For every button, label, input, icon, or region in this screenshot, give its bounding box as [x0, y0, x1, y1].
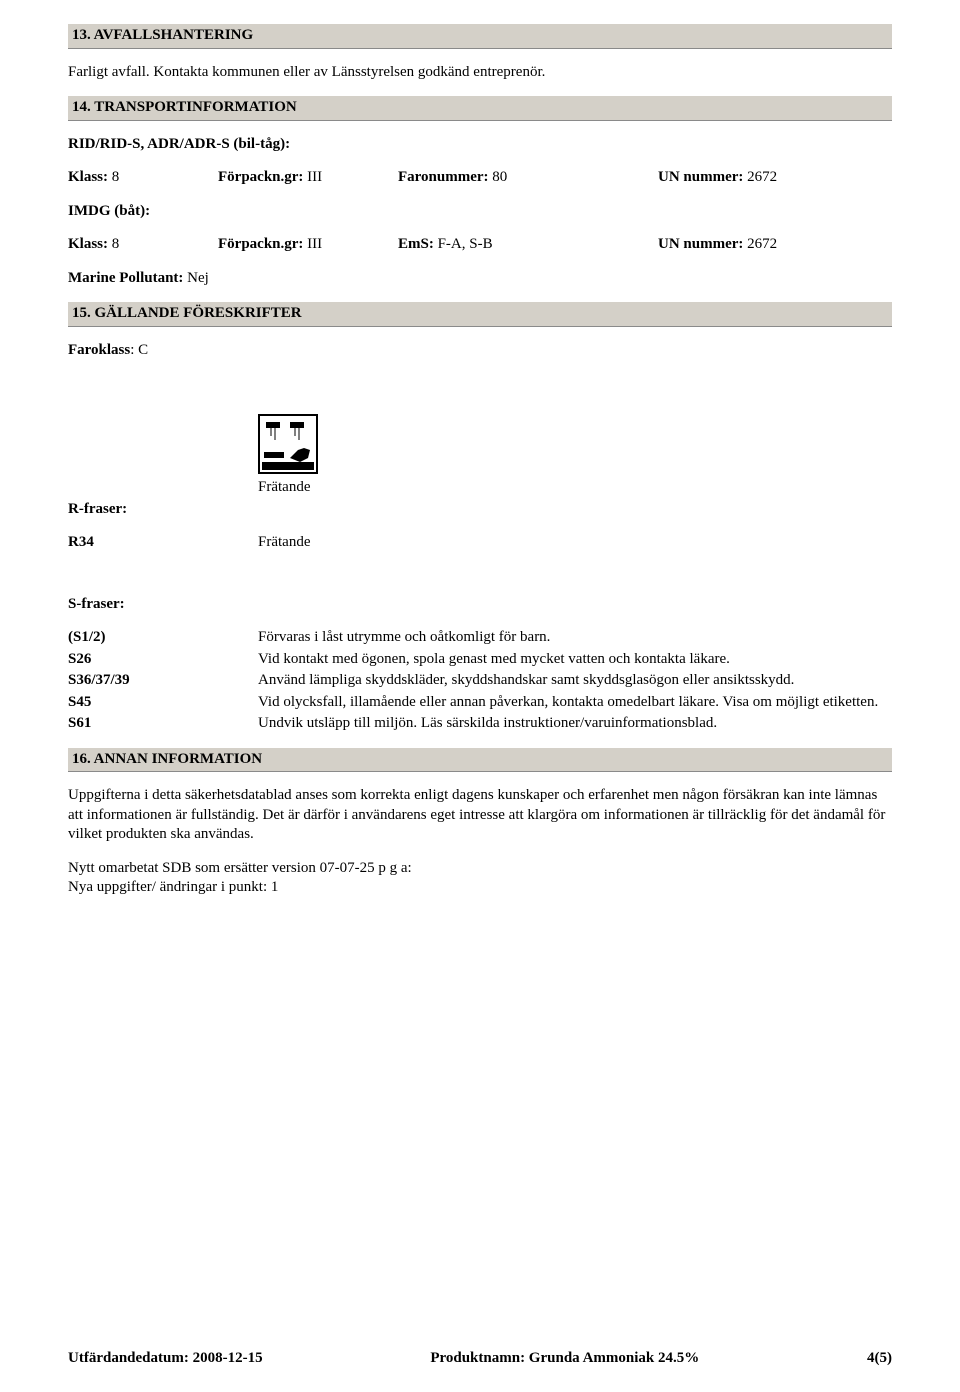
- imdg-row: Klass: 8 Förpackn.gr: III EmS: F-A, S-B …: [68, 235, 892, 255]
- r34-code: R34: [68, 533, 258, 553]
- faroklass-val: : C: [130, 342, 148, 358]
- fratande-label-1: Frätande: [258, 478, 892, 498]
- r-fraser-heading: R-fraser:: [68, 500, 892, 520]
- un-label-1: UN nummer:: [658, 169, 743, 185]
- faroklass-label: Faroklass: [68, 342, 130, 358]
- rid-row: Klass: 8 Förpackn.gr: III Faronummer: 80…: [68, 168, 892, 188]
- un-val-1: 2672: [747, 169, 777, 185]
- section-16-header: 16. ANNAN INFORMATION: [68, 748, 892, 773]
- marine-label: Marine Pollutant:: [68, 270, 183, 286]
- s-fraser-heading: S-fraser:: [68, 595, 892, 615]
- s16-para3: Nya uppgifter/ ändringar i punkt: 1: [68, 878, 892, 898]
- s36-row: S36/37/39 Använd lämpliga skyddskläder, …: [68, 671, 892, 691]
- ems-val: F-A, S-B: [438, 236, 493, 252]
- s1-2-row: (S1/2) Förvaras i låst utrymme och oåtko…: [68, 628, 892, 648]
- corrosive-icon: [258, 414, 318, 474]
- s26-row: S26 Vid kontakt med ögonen, spola genast…: [68, 650, 892, 670]
- faronummer-label: Faronummer:: [398, 169, 489, 185]
- imdg-heading: IMDG (båt):: [68, 202, 892, 222]
- un-val-2: 2672: [747, 236, 777, 252]
- s61-code: S61: [68, 714, 258, 734]
- r34-row: R34 Frätande: [68, 533, 892, 553]
- s26-code: S26: [68, 650, 258, 670]
- footer-page: 4(5): [867, 1349, 892, 1369]
- footer-product: Produktnamn: Grunda Ammoniak 24.5%: [430, 1349, 699, 1369]
- s1-2-text: Förvaras i låst utrymme och oåtkomligt f…: [258, 628, 892, 648]
- forpackn-label-2: Förpackn.gr:: [218, 236, 303, 252]
- s36-code: S36/37/39: [68, 671, 258, 691]
- section-13-header: 13. AVFALLSHANTERING: [68, 24, 892, 49]
- rid-heading: RID/RID-S, ADR/ADR-S (bil-tåg):: [68, 135, 892, 155]
- forpackn-val: III: [307, 169, 322, 185]
- klass-val: 8: [112, 169, 120, 185]
- s36-text: Använd lämpliga skyddskläder, skyddshand…: [258, 671, 892, 691]
- page-footer: Utfärdandedatum: 2008-12-15 Produktnamn:…: [68, 1349, 892, 1369]
- marine-pollutant: Marine Pollutant: Nej: [68, 269, 892, 289]
- s16-para1: Uppgifterna i detta säkerhetsdatablad an…: [68, 786, 892, 845]
- klass-val-2: 8: [112, 236, 120, 252]
- s26-text: Vid kontakt med ögonen, spola genast med…: [258, 650, 892, 670]
- section-14-header: 14. TRANSPORTINFORMATION: [68, 96, 892, 121]
- klass-label: Klass:: [68, 169, 108, 185]
- fratande-row: Frätande: [68, 478, 892, 498]
- section-13-text: Farligt avfall. Kontakta kommunen eller …: [68, 63, 892, 83]
- r34-text: Frätande: [258, 533, 892, 553]
- s45-text: Vid olycksfall, illamående eller annan p…: [258, 693, 892, 713]
- footer-date: Utfärdandedatum: 2008-12-15: [68, 1349, 263, 1369]
- forpackn-label: Förpackn.gr:: [218, 169, 303, 185]
- s45-code: S45: [68, 693, 258, 713]
- s61-text: Undvik utsläpp till miljön. Läs särskild…: [258, 714, 892, 734]
- klass-label-2: Klass:: [68, 236, 108, 252]
- marine-val: Nej: [187, 270, 209, 286]
- faronummer-val: 80: [492, 169, 507, 185]
- section-15-header: 15. GÄLLANDE FÖRESKRIFTER: [68, 302, 892, 327]
- ems-label: EmS:: [398, 236, 434, 252]
- un-label-2: UN nummer:: [658, 236, 743, 252]
- s16-para2: Nytt omarbetat SDB som ersätter version …: [68, 859, 892, 879]
- faroklass: Faroklass: C: [68, 341, 892, 361]
- forpackn-val-2: III: [307, 236, 322, 252]
- s1-2-code: (S1/2): [68, 628, 258, 648]
- s45-row: S45 Vid olycksfall, illamående eller ann…: [68, 693, 892, 713]
- s61-row: S61 Undvik utsläpp till miljön. Läs särs…: [68, 714, 892, 734]
